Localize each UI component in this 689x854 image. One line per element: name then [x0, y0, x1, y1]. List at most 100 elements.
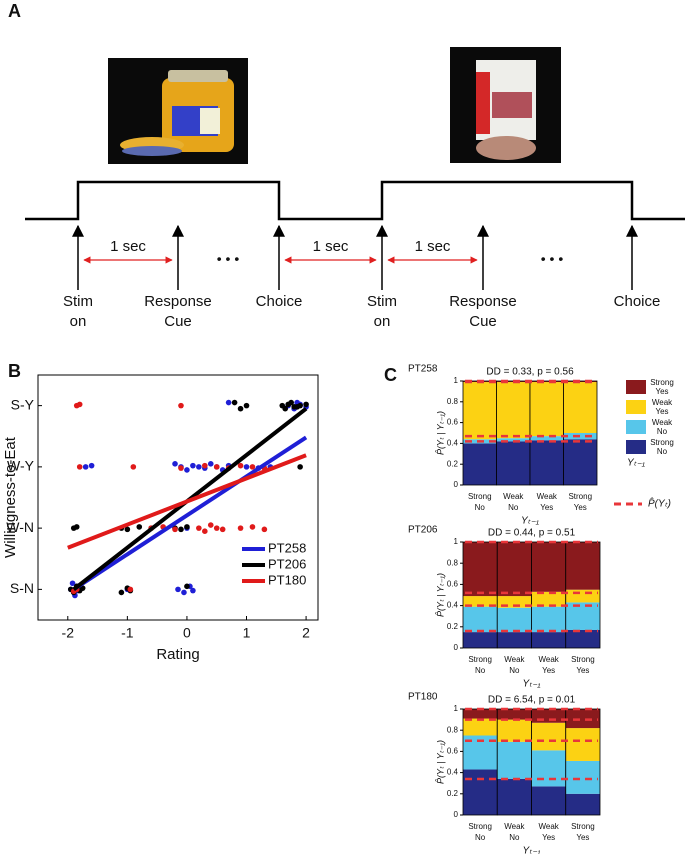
- bar-segment: [463, 542, 498, 597]
- chart-title: DD = 0.44, p = 0.51: [488, 528, 576, 539]
- bar-segment: [565, 793, 600, 815]
- ellipsis: • • •: [541, 251, 564, 267]
- legend-label: Strong Yes: [650, 378, 674, 396]
- y-tick-label: 0.2: [447, 459, 459, 468]
- point: [207, 522, 214, 528]
- y-axis-label: P̂(Yₜ | Yₜ₋₁): [435, 411, 445, 455]
- timeline: [25, 180, 685, 221]
- bar-segment: [496, 438, 530, 442]
- x-tick-label: Strong No: [468, 655, 492, 675]
- y-tick-label: S-Y: [11, 396, 35, 412]
- panel-label: A: [8, 1, 21, 21]
- point: [294, 404, 300, 410]
- y-tick-label: 0.8: [447, 397, 459, 406]
- point: [184, 524, 190, 530]
- panel-label: B: [8, 361, 21, 381]
- y-tick-label: 0.6: [447, 747, 459, 756]
- legend-label: Strong No: [650, 438, 674, 456]
- legend-swatch: [626, 400, 646, 414]
- legend-title: Yₜ₋₁: [627, 458, 645, 469]
- bar-segment: [531, 709, 566, 723]
- point: [127, 586, 134, 593]
- bar-segment: [463, 382, 497, 440]
- legend-label: PT206: [268, 556, 306, 571]
- y-tick-label: 0.2: [447, 622, 459, 631]
- x-axis-label: Yₜ₋₁: [522, 679, 540, 690]
- point: [249, 464, 256, 470]
- point: [175, 586, 181, 593]
- y-tick-label: 0: [454, 643, 459, 652]
- bar-segment: [530, 382, 564, 437]
- point: [237, 525, 244, 531]
- x-axis-label: Yₜ₋₁: [521, 516, 539, 527]
- y-tick-label: W-N: [6, 519, 34, 535]
- x-tick-label: Weak Yes: [538, 655, 559, 675]
- point: [76, 464, 83, 470]
- diagram: Stim on Response Cue Choice Stim on Response Cue…: [63, 224, 660, 330]
- bar-segment: [531, 542, 566, 592]
- bar-segment: [497, 741, 532, 779]
- interval-label: 1 sec: [415, 238, 451, 255]
- y-tick-label: 1: [454, 537, 459, 546]
- bar-segment: [531, 632, 566, 648]
- interval-label: 1 sec: [313, 238, 349, 255]
- bar-segment: [531, 786, 566, 815]
- x-tick-label: -2: [62, 625, 75, 641]
- panel-label: C: [384, 365, 397, 385]
- point: [237, 462, 244, 469]
- bar-segment: [565, 760, 600, 794]
- panel-name: PT180: [408, 692, 438, 703]
- fit-line: [72, 435, 308, 592]
- event-label: Response Cue: [449, 293, 517, 330]
- interval-label: 1 sec: [110, 238, 146, 255]
- bar-segment: [565, 728, 600, 761]
- x-tick-label: Weak Yes: [538, 822, 559, 842]
- bar-segment: [531, 606, 566, 633]
- plot-frame: [37, 374, 319, 621]
- point: [196, 525, 202, 531]
- legend-label: P̂(Yₜ): [648, 496, 671, 510]
- x-axis-label: Rating: [156, 646, 199, 663]
- point: [243, 464, 250, 470]
- legend-swatch: [626, 380, 646, 394]
- bar-segment: [531, 722, 566, 751]
- bar-segment: [565, 602, 600, 630]
- bar-segment: [563, 381, 597, 383]
- chart-title: DD = 0.33, p = 0.56: [486, 367, 574, 378]
- point: [82, 464, 89, 470]
- point: [282, 405, 289, 412]
- x-tick-label: Weak No: [504, 655, 525, 675]
- y-tick-label: 1: [454, 704, 459, 713]
- point: [297, 464, 303, 470]
- panel-name: PT206: [408, 525, 438, 536]
- bar-segment: [530, 436, 564, 441]
- y-tick-label: 0: [454, 480, 459, 489]
- point: [202, 462, 208, 469]
- bar-segment: [530, 381, 564, 383]
- point: [184, 467, 190, 473]
- bar-segment: [463, 443, 497, 485]
- bar-segment: [565, 589, 600, 603]
- point: [172, 526, 178, 533]
- x-tick-label: Weak No: [503, 492, 524, 512]
- bar-segment: [565, 542, 600, 590]
- y-axis-label: P̂(Yₜ | Yₜ₋₁): [435, 740, 445, 784]
- legend-label: PT180: [268, 572, 306, 587]
- y-tick-label: 0: [454, 810, 459, 819]
- plots: -2 -1 0 1 2 S-N W-N W-Y S-Y Rating Willingness-to-…: [2, 364, 674, 854]
- point: [261, 526, 268, 533]
- bar-segment: [463, 632, 498, 648]
- bar-segment: [497, 709, 532, 720]
- x-tick-label: 2: [302, 625, 310, 641]
- legend-swatch: [626, 440, 646, 454]
- point: [219, 526, 226, 533]
- point: [118, 589, 125, 596]
- bar-segment: [463, 596, 498, 607]
- point: [231, 399, 238, 406]
- bar-segment: [497, 607, 532, 633]
- y-tick-label: 0.6: [447, 580, 459, 589]
- point: [213, 464, 220, 470]
- fit-line: [67, 453, 307, 550]
- y-tick-label: 0.2: [447, 789, 459, 798]
